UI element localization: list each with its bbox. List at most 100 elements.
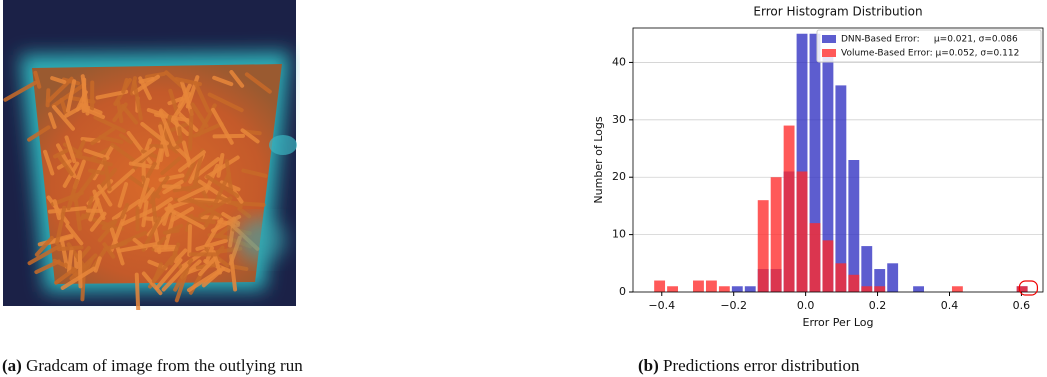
stick [177,185,208,203]
stick [90,126,116,146]
bar [874,269,886,292]
stick [27,125,51,142]
heat-spot [269,135,297,155]
stick [93,256,102,273]
stick [51,82,87,108]
stick [193,81,211,113]
bar [861,246,873,292]
stick [118,133,133,145]
stick [190,102,209,128]
bar [822,240,834,292]
stick [237,206,252,219]
stick [34,235,54,257]
bar [718,286,730,292]
bar [667,286,678,292]
caption-text: Gradcam of image from the outlying run [26,356,303,375]
y-tick-label: 10 [612,228,626,241]
stick [161,263,189,292]
stick [93,115,127,134]
stick [97,220,117,243]
bar [809,223,821,292]
stick [141,271,163,296]
stick [55,205,67,246]
caption-text: Predictions error distribution [663,356,860,375]
stick [169,208,206,230]
gradcam-image [3,0,297,310]
stick [116,100,124,124]
stick [134,272,141,310]
stick [87,168,105,175]
bar [822,56,834,293]
bar [693,280,704,292]
stick [50,76,67,85]
x-tick-label: −0.4 [648,299,675,312]
stick [137,177,150,210]
stick [188,108,194,151]
stick [201,266,225,288]
stick [240,128,260,144]
bar [796,171,808,292]
stick [229,70,245,88]
stick [204,155,240,180]
stick [198,256,217,277]
stick [212,171,232,207]
outlier-circle [1018,280,1039,296]
stick [107,168,135,194]
chart: Error Histogram Distribution Error Per L… [592,5,1044,329]
stick [170,206,194,222]
stick [173,258,194,292]
legend-label: Volume-Based Error: μ=0.052, σ=0.112 [841,49,1019,59]
stick [198,196,233,218]
sticks [3,70,272,310]
legend-label: DNN-Based Error: μ=0.021, σ=0.086 [841,35,1018,45]
stick [228,216,237,248]
stick [177,83,192,109]
bar [770,177,782,292]
stick [83,148,110,160]
stick [211,107,234,145]
y-tick-label: 40 [612,55,626,68]
stick [59,97,68,115]
stick [173,248,188,264]
bar [705,280,717,292]
stick [95,89,129,100]
stick [121,78,129,94]
stick [43,149,55,176]
stick [195,238,228,251]
stick [27,244,62,266]
stick [77,250,83,289]
stick [155,258,183,290]
stick [160,156,182,176]
stick [53,146,73,159]
bar [913,286,924,292]
stick [33,70,42,89]
stick [162,203,172,226]
stick [244,72,272,94]
bar [951,286,963,292]
stick [241,168,268,178]
heat-spot [237,218,287,262]
stick [146,107,163,116]
caption: (a) Gradcam of image from the outlying r… [2,356,303,376]
y-tick-label: 0 [619,285,626,298]
stick [74,199,82,231]
x-tick-label: 0.0 [797,299,815,312]
stick [230,264,249,271]
y-axis-label: Number of Logs [592,116,605,203]
stick [46,76,74,103]
stick [110,142,138,164]
stick [52,104,75,131]
stick [140,122,169,146]
stick [153,197,173,212]
stick [64,135,77,164]
stick [81,77,87,113]
stick [168,88,180,116]
stick [142,187,155,203]
stick [151,255,174,284]
stick [138,76,152,101]
stick [102,241,128,252]
x-axis-label: Error Per Log [803,316,874,329]
bar [861,286,873,292]
bar [874,286,886,292]
stick [132,79,143,121]
